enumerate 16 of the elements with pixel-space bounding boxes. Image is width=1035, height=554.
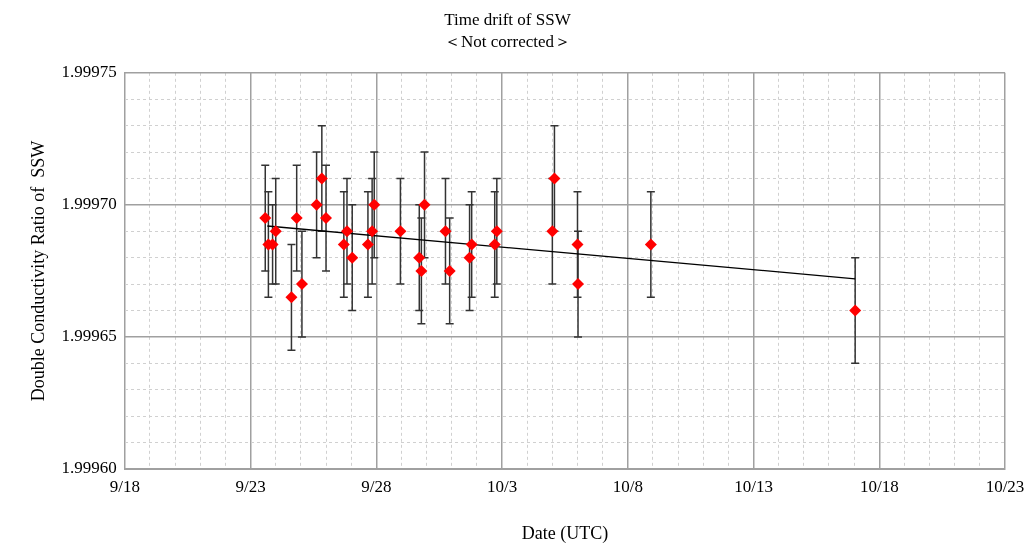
x-tick-label: 10/3: [486, 476, 518, 496]
y-axis-title: Double Conductivity Ratio of SSW: [27, 140, 48, 402]
x-tick-label: 10/23: [985, 476, 1025, 496]
chart-title: Time drift of SSW: [444, 9, 572, 29]
y-tick-label: 1.99960: [61, 458, 117, 478]
x-tick-label: 9/18: [109, 476, 140, 496]
x-tick-label: 9/28: [361, 476, 392, 496]
x-tick-label: 10/8: [612, 476, 643, 496]
y-tick-label: 1.99970: [61, 194, 117, 214]
chart-subtitle: ＜Not corrected＞: [444, 32, 571, 52]
x-tick-label: 10/18: [859, 476, 899, 496]
y-tick-label: 1.99975: [61, 62, 117, 82]
y-tick-label: 1.99965: [61, 326, 117, 346]
x-tick-label: 9/23: [235, 476, 266, 496]
x-tick-label: 10/13: [734, 476, 773, 496]
x-axis-title: Date (UTC): [521, 522, 609, 544]
